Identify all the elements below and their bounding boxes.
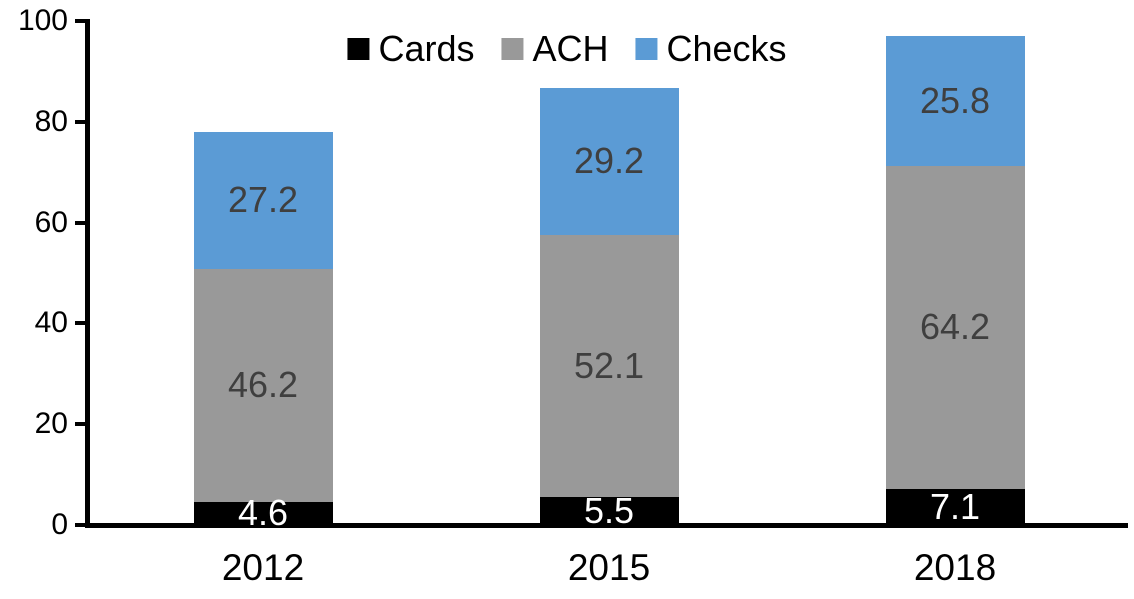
y-tick-mark	[75, 220, 85, 225]
y-tick-row: 0	[0, 508, 85, 542]
bar-segment-ach-2018	[885, 165, 1025, 490]
legend-item-checks: Checks	[635, 28, 787, 69]
bar-segment-checks-2015	[539, 87, 679, 235]
x-axis-label-2015: 2015	[567, 547, 651, 588]
bar-segment-ach-2015	[539, 234, 679, 498]
y-tick-label: 0	[51, 508, 68, 541]
bar-value-label-ach-2012: 46.2	[227, 364, 299, 406]
legend-item-cards: Cards	[347, 31, 474, 67]
bar-value-label-checks-2018: 25.8	[919, 79, 991, 121]
y-tick-mark	[75, 19, 85, 23]
y-axis-line	[85, 19, 90, 528]
y-tick-row: 20	[0, 407, 85, 441]
legend-swatch-cards	[347, 38, 370, 60]
bar-value-label-checks-2015: 29.2	[573, 140, 645, 182]
legend-item-ach: ACH	[501, 28, 609, 69]
bar-segment-cards-2018	[885, 489, 1025, 525]
bar-segment-ach-2012	[193, 268, 333, 502]
y-tick-mark	[75, 422, 85, 427]
bar-segment-cards-2015	[539, 497, 679, 525]
y-tick-row: 80	[0, 105, 85, 139]
y-tick-label: 100	[17, 4, 68, 37]
legend-swatch-ach	[501, 38, 524, 60]
y-tick-label: 20	[34, 407, 68, 441]
y-tick-label: 60	[34, 205, 68, 239]
y-tick-mark	[75, 321, 85, 326]
bar-value-label-cards-2012: 4.6	[237, 492, 289, 534]
bar-segment-checks-2012	[193, 131, 333, 269]
y-tick-label: 80	[34, 104, 68, 138]
legend-label-ach: ACH	[532, 28, 609, 69]
bar-value-label-ach-2015: 52.1	[573, 344, 645, 386]
bar-value-label-ach-2018: 64.2	[919, 306, 991, 348]
bar-value-label-checks-2012: 27.2	[227, 179, 299, 221]
y-tick-row: 60	[0, 206, 85, 240]
bar-value-label-cards-2018: 7.1	[929, 486, 981, 528]
x-axis-label-2018: 2018	[913, 547, 997, 588]
y-tick-mark	[75, 523, 85, 527]
y-tick-mark	[75, 119, 85, 124]
bar-value-label-cards-2015: 5.5	[583, 490, 635, 532]
legend-swatch-checks	[635, 38, 658, 60]
bar-segment-cards-2012	[193, 501, 333, 525]
legend-label-checks: Checks	[666, 28, 787, 69]
x-axis-label-2012: 2012	[221, 547, 305, 588]
bar-segment-checks-2018	[885, 35, 1025, 166]
y-tick-row: 40	[0, 306, 85, 340]
legend: Cards ACH Checks	[347, 28, 787, 69]
x-axis-line	[85, 523, 1128, 528]
legend-label-cards: Cards	[378, 28, 475, 69]
y-tick-row: 100	[0, 4, 85, 38]
y-tick-label: 40	[34, 306, 68, 340]
